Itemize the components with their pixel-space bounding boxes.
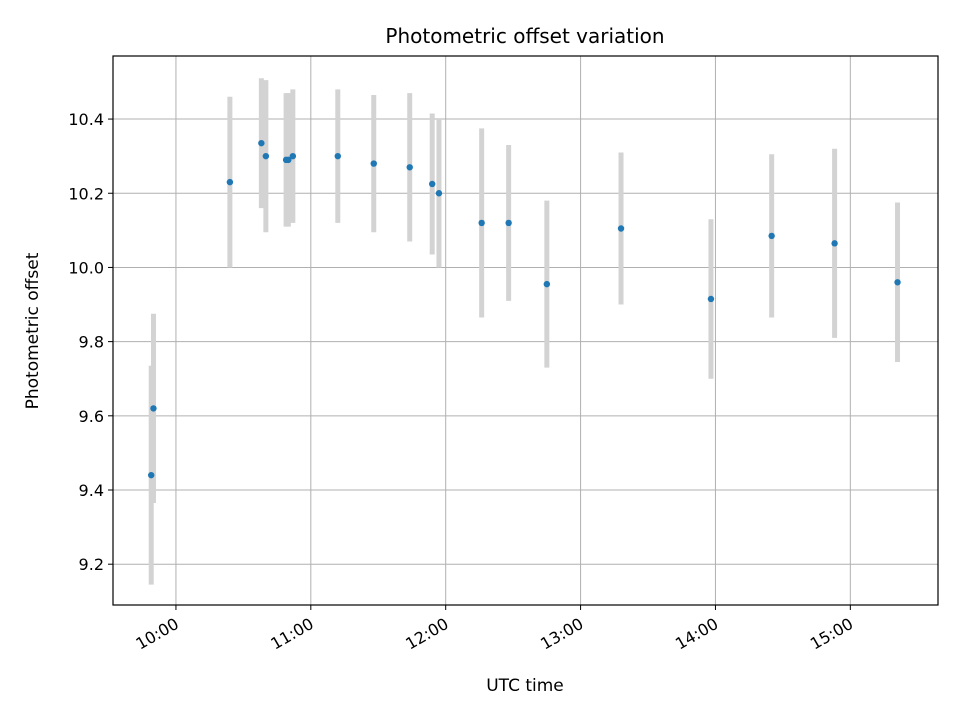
data-point <box>285 156 292 164</box>
x-axis-ticks: 10:00 11:00 12:00 13:00 14:00 15:00 <box>133 605 856 654</box>
x-tick-label: 10:00 <box>133 614 182 654</box>
data-point <box>289 152 297 160</box>
data-point <box>435 190 443 197</box>
data-point <box>707 295 715 303</box>
data-point <box>150 405 157 412</box>
chart-title: Photometric offset variation <box>385 24 664 48</box>
data-point <box>226 178 234 186</box>
y-tick-label: 10.4 <box>68 110 104 129</box>
x-tick-label: 11:00 <box>267 614 316 654</box>
data-point <box>406 164 413 171</box>
y-axis-ticks: 9.2 9.4 9.6 9.8 10.0 10.2 10.4 <box>68 110 113 574</box>
x-axis-label: UTC time <box>486 676 564 696</box>
x-tick-label: 13:00 <box>537 614 586 654</box>
x-tick-label: 14:00 <box>672 614 721 654</box>
y-tick-label: 9.8 <box>79 333 104 352</box>
y-tick-label: 9.2 <box>79 555 104 574</box>
data-point <box>505 219 512 227</box>
data-point <box>478 219 485 227</box>
data-point <box>768 232 775 240</box>
data-point <box>617 225 625 232</box>
y-tick-label: 9.4 <box>79 481 104 500</box>
data-point <box>894 279 901 286</box>
y-axis-label: Photometric offset <box>23 252 43 409</box>
data-point <box>429 180 436 188</box>
data-point <box>148 471 155 479</box>
grid <box>113 56 938 605</box>
y-tick-label: 10.2 <box>68 184 104 203</box>
x-tick-label: 15:00 <box>807 614 856 654</box>
data-point <box>334 152 341 160</box>
data-point <box>258 139 265 147</box>
error-bars <box>148 78 901 585</box>
data-point <box>543 280 551 288</box>
data-point <box>262 152 270 160</box>
y-tick-label: 10.0 <box>68 258 104 277</box>
x-tick-label: 12:00 <box>402 614 451 654</box>
plot-frame <box>112 55 939 606</box>
y-tick-label: 9.6 <box>79 407 104 426</box>
data-points <box>148 139 901 479</box>
data-point <box>370 160 377 167</box>
data-point <box>831 240 838 247</box>
